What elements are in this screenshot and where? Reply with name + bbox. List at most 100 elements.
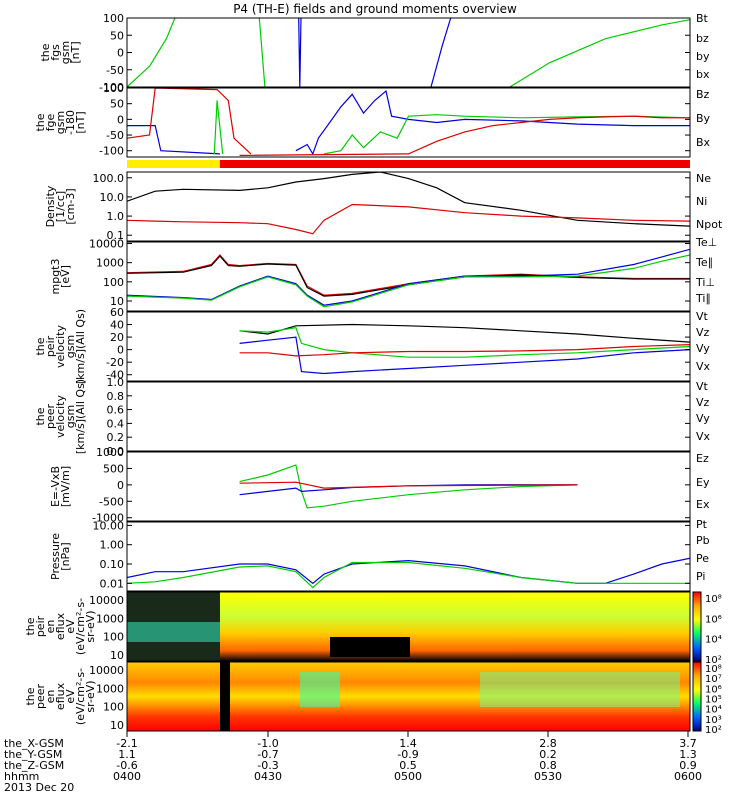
y-axis-label-line: fgs: [49, 44, 62, 61]
x-tick-label: 0.8: [539, 759, 557, 772]
series-line-green: [323, 114, 690, 155]
panel-frame: [126, 521, 691, 592]
colorbar-tick-label: 10⁷: [705, 674, 722, 685]
x-tick-label: 0.9: [679, 759, 697, 772]
series-line-red: [239, 344, 690, 357]
y-tick-label: 100.0: [93, 172, 125, 185]
series-line-blue: [127, 248, 690, 306]
y-axis-label: mpgt3[eV]: [49, 259, 72, 295]
y-axis-label-line: velocity: [54, 395, 67, 438]
series-group: [127, 248, 690, 308]
panel-frame: [126, 171, 691, 242]
y-tick-label: 100: [103, 12, 124, 25]
x-tick-label: 0430: [254, 770, 282, 783]
y-tick-label: 10: [110, 649, 124, 662]
y-tick-label: 10000: [89, 664, 124, 677]
legend-entry: Bx: [696, 136, 711, 149]
legend-entry: Vz: [696, 396, 710, 409]
y-tick-label: 10: [110, 295, 124, 308]
y-tick-label: 50: [110, 98, 124, 111]
region-bar: [127, 160, 220, 168]
y-tick-label: 100: [103, 82, 124, 95]
x-tick-label: 0530: [534, 770, 562, 783]
colorbar-tick-label: 10⁴: [705, 635, 722, 646]
x-tick-label: -0.6: [116, 759, 137, 772]
y-tick-label: 100: [103, 276, 124, 289]
x-tick-label: -1.0: [257, 737, 278, 750]
colorbar-tick-label: 10³: [705, 715, 722, 726]
y-tick-label: 1000: [96, 682, 124, 695]
y-tick-label: 0: [117, 479, 124, 492]
y-axis-label-line: [km/s](All Qs): [74, 309, 87, 384]
legend-entry: Vx: [696, 430, 711, 443]
legend-entry: Pe: [696, 552, 709, 565]
y-axis-label-line: the: [39, 43, 52, 61]
series-line-green: [213, 100, 224, 154]
x-tick-label: -2.1: [116, 737, 137, 750]
y-axis-label-line: (eV/cm²-s-: [74, 668, 87, 725]
panel-9: 10000 1000 100 10 10⁸ 10⁶ 10⁴ 10² thepeireneflux…: [24, 591, 722, 666]
series-line-green: [509, 19, 690, 87]
series-group: [127, 18, 690, 87]
y-tick-label: -40: [106, 369, 124, 382]
colorbar-tick-label: 10²: [705, 725, 722, 736]
legend-entry: Ey: [696, 476, 710, 489]
y-tick-label: 1.00: [100, 539, 125, 552]
panel-7: 1000 500 0 -500 -1000 Ez Ey Ex E=-VxB[mV/m]: [49, 446, 710, 525]
panel-frame: [126, 591, 691, 662]
panel-frame: [126, 311, 691, 382]
legend-entry: Ti⊥: [695, 276, 715, 289]
y-tick-label: 0: [117, 344, 124, 357]
panel-8: 10.00 1.00 0.10 0.01 Pt Pb Pe Pi Pressure[nPa]: [49, 518, 710, 592]
spectrogram-band: [330, 637, 410, 657]
x-tick-label: 2.8: [539, 737, 557, 750]
y-tick-label: 10: [110, 719, 124, 732]
y-tick-label: 20: [110, 331, 124, 344]
y-axis-label-line: gsm: [59, 41, 72, 64]
y-tick-label: 0: [117, 113, 124, 126]
y-tick-label: 10000: [89, 238, 124, 251]
x-tick-label: 0400: [113, 770, 141, 783]
y-axis-label-line: Density: [44, 185, 57, 227]
y-axis-label-line: [nT]: [74, 111, 87, 133]
y-tick-label: -20: [106, 356, 124, 369]
panel-3: 100.0 10.0 1.0 0.1 Ne Ni Npot Density[1/cc][cm-…: [44, 171, 723, 242]
spectrogram-band: [127, 622, 220, 642]
legend-entry: Te⊥: [695, 236, 717, 249]
footer-row-label: hhmm: [4, 770, 39, 783]
colorbar-tick-label: 10²: [705, 655, 722, 666]
series-group: [239, 464, 578, 509]
y-axis-label-line: mpgt3: [49, 259, 62, 295]
series-line-blue: [127, 557, 690, 585]
colorbar-tick-label: 10⁸: [705, 664, 722, 675]
panel-frame: [126, 451, 691, 522]
y-axis-label-line: the: [34, 337, 47, 355]
series-line-green: [239, 464, 578, 509]
legend-entry: Bz: [696, 88, 710, 101]
y-axis-label-line: [mV/m]: [59, 466, 72, 507]
y-axis-label-line: the: [34, 407, 47, 425]
y-tick-label: -50: [106, 64, 124, 77]
series-group: [127, 172, 690, 235]
series-line-blue: [127, 124, 220, 155]
legend-entry: Bt: [696, 12, 709, 25]
y-tick-label: 1000: [96, 446, 124, 459]
footer-row-label: 2013 Dec 20: [4, 781, 74, 794]
series-line-green: [127, 561, 690, 589]
y-axis-label-line: eV: [64, 689, 77, 704]
spectrogram-gap: [220, 662, 230, 731]
series-line-red: [239, 481, 578, 489]
colorbar-tick-label: 10⁴: [705, 705, 722, 716]
y-axis-label-line: (eV/cm²-s-: [74, 598, 87, 655]
series-line-red: [127, 254, 690, 296]
series-line-green: [239, 327, 690, 358]
panel-frame: [126, 17, 691, 88]
spectrogram-band: [300, 672, 340, 707]
legend-entry: Ti∥: [695, 292, 711, 305]
y-axis-label-line: gsm: [64, 405, 77, 428]
legend-entry: By: [696, 112, 711, 125]
